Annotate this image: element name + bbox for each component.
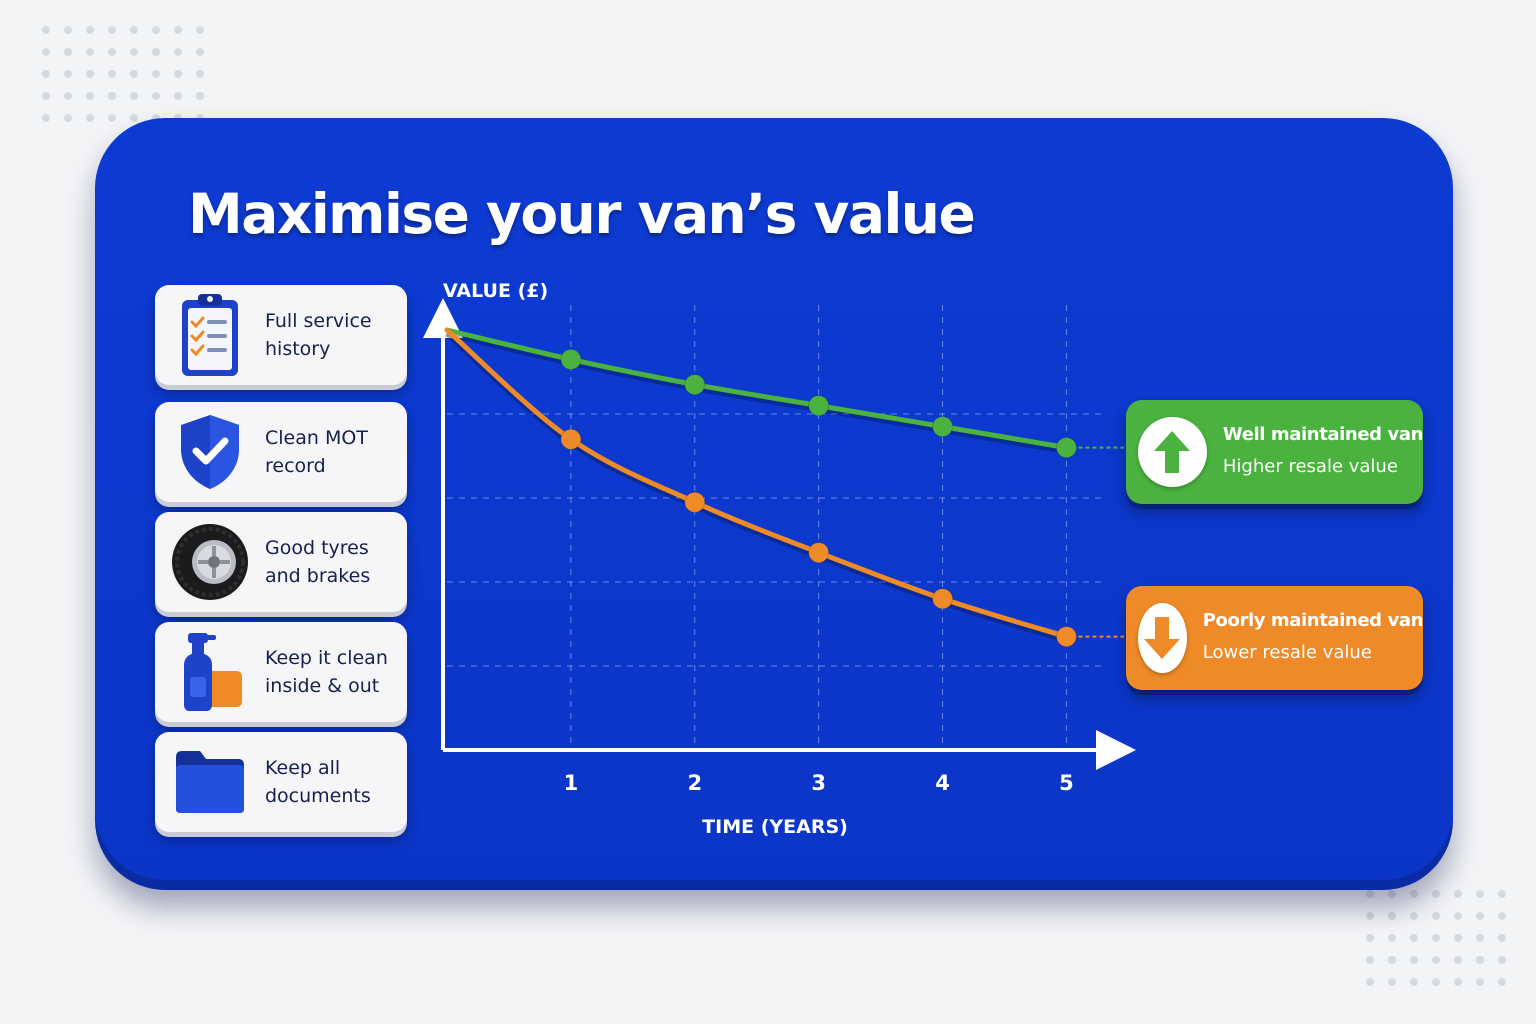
series-line-shadow xyxy=(444,330,1068,643)
tip-keep-it-clean: Keep it clean inside & out xyxy=(155,622,407,722)
tip-label: Keep all documents xyxy=(265,754,405,810)
x-axis-label: TIME (YEARS) xyxy=(702,816,848,838)
shield-check-icon xyxy=(155,402,265,502)
folder-icon xyxy=(155,732,265,832)
legend-subtitle: Higher resale value xyxy=(1222,456,1398,477)
tip-label: Keep it clean inside & out xyxy=(265,644,405,700)
series-line xyxy=(444,327,1069,640)
clipboard-icon xyxy=(155,285,265,385)
x-tick-label: 2 xyxy=(687,771,702,795)
tip-label-line-1: Clean MOT xyxy=(265,427,368,449)
data-point xyxy=(808,542,830,564)
x-tick-label: 5 xyxy=(1059,771,1074,795)
tip-label-line-1: Keep all xyxy=(265,757,341,779)
data-point xyxy=(560,348,582,370)
legend-text: Well maintained van Higher resale value xyxy=(1222,420,1424,484)
tip-good-tyres-and-brakes: Good tyres and brakes xyxy=(155,512,407,612)
tip-label-line-2: inside & out xyxy=(265,675,380,697)
y-axis-label: VALUE (£) xyxy=(443,280,548,302)
tip-label: Good tyres and brakes xyxy=(265,534,405,590)
tip-clean-mot-record: Clean MOT record xyxy=(155,402,407,502)
tip-label-line-1: Good tyres xyxy=(265,537,369,559)
data-point xyxy=(808,395,830,417)
legend-text: Poorly maintained van Lower resale value xyxy=(1202,606,1424,670)
data-point xyxy=(1055,437,1077,459)
tip-full-service-history: Full service history xyxy=(155,285,407,385)
tip-label-line-1: Full service xyxy=(265,310,372,332)
x-tick-label: 3 xyxy=(811,771,826,795)
legend-subtitle: Lower resale value xyxy=(1202,642,1372,663)
legend-well-maintained: Well maintained van Higher resale value xyxy=(1126,400,1423,504)
legend-title: Poorly maintained van xyxy=(1202,610,1424,631)
tip-label: Full service history xyxy=(265,307,405,363)
x-tick-label: 4 xyxy=(935,771,950,795)
data-point xyxy=(684,491,706,513)
data-point xyxy=(1055,626,1077,648)
tip-label-line-2: and brakes xyxy=(265,565,371,587)
spray-bottle-icon xyxy=(155,622,265,722)
legend-title: Well maintained van xyxy=(1222,424,1424,445)
legend-poorly-maintained: Poorly maintained van Lower resale value xyxy=(1126,586,1423,690)
data-point xyxy=(932,588,954,610)
tip-label-line-2: record xyxy=(265,455,326,477)
data-point xyxy=(560,428,582,450)
page-title: Maximise your van’s value xyxy=(188,182,976,246)
arrow-up-icon xyxy=(1138,417,1207,487)
series-line-shadow xyxy=(446,329,1068,455)
tip-keep-all-documents: Keep all documents xyxy=(155,732,407,832)
arrow-down-icon xyxy=(1138,603,1187,673)
data-point xyxy=(684,374,706,396)
x-tick-label: 1 xyxy=(564,771,579,795)
series-line xyxy=(444,327,1069,451)
tip-label: Clean MOT record xyxy=(265,424,405,480)
data-point xyxy=(932,416,954,438)
tip-label-line-1: Keep it clean xyxy=(265,647,388,669)
tyre-icon xyxy=(155,512,265,612)
tip-label-line-2: documents xyxy=(265,785,371,807)
tip-label-line-2: history xyxy=(265,338,331,360)
